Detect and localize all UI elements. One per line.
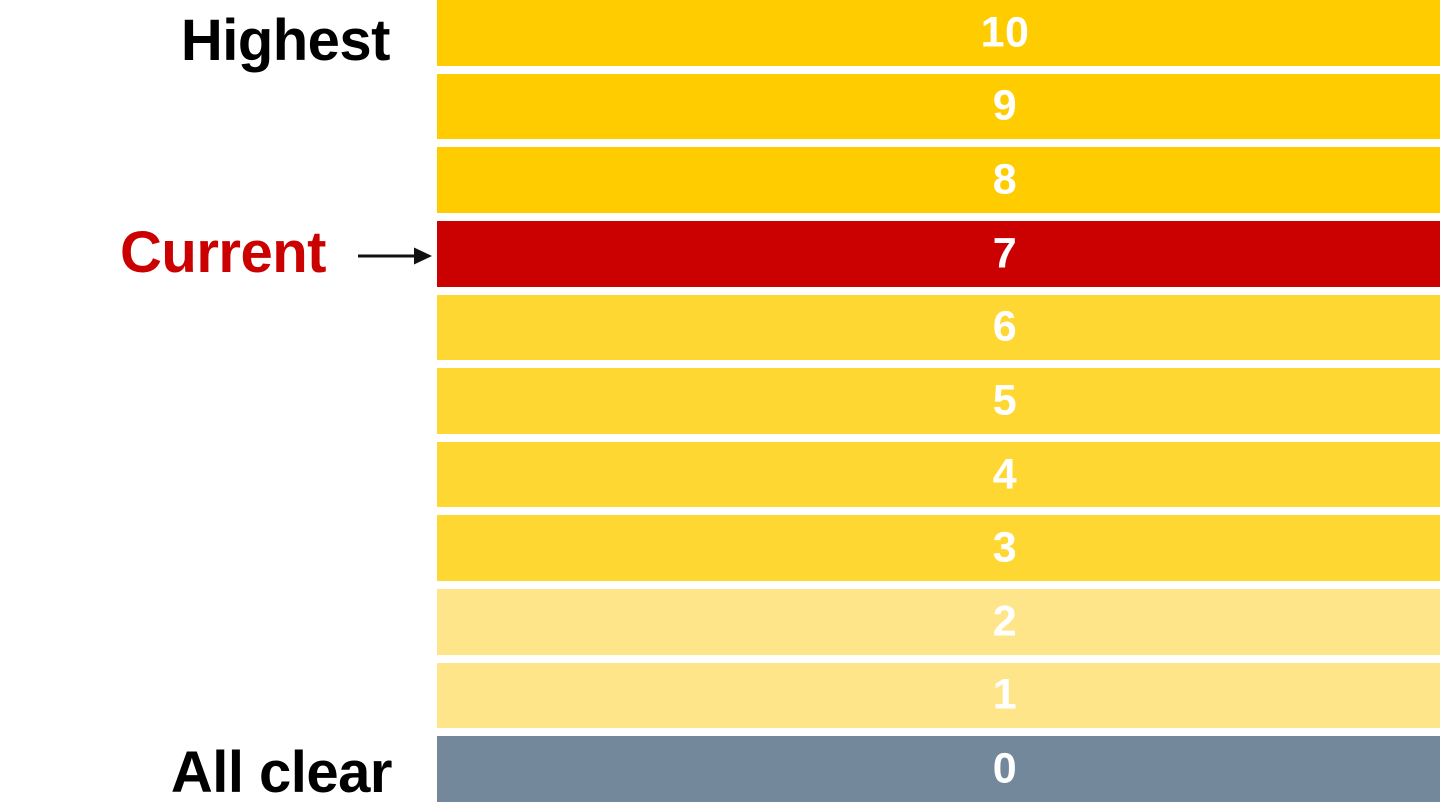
scale-bar-9: 9 bbox=[437, 73, 1440, 140]
scale-bar-number: 0 bbox=[992, 744, 1018, 793]
scale-bars: 10 9 8 7 6 5 4 3 2 1 0 bbox=[437, 0, 1440, 810]
scale-bar-1: 1 bbox=[437, 662, 1440, 729]
scale-bar-number: 9 bbox=[992, 81, 1018, 130]
scale-bar-6: 6 bbox=[437, 294, 1440, 361]
scale-bar-5: 5 bbox=[437, 368, 1440, 434]
scale-bar-3: 3 bbox=[437, 515, 1440, 581]
scale-bar-0: 0 bbox=[437, 736, 1440, 802]
scale-bar-4: 4 bbox=[437, 441, 1440, 508]
scale-bar-number: 10 bbox=[980, 8, 1030, 57]
scale-bar-8: 8 bbox=[437, 147, 1440, 213]
scale-bar-number: 7 bbox=[992, 229, 1018, 278]
label-all-clear: All clear bbox=[170, 740, 393, 805]
arrow-right-icon bbox=[358, 247, 432, 265]
scale-bar-7: 7 bbox=[437, 220, 1440, 287]
scale-bar-number: 1 bbox=[992, 670, 1018, 719]
label-current: Current bbox=[120, 220, 326, 285]
scale-bar-number: 2 bbox=[992, 597, 1018, 646]
label-highest: Highest bbox=[180, 8, 391, 73]
scale-bar-number: 8 bbox=[992, 155, 1018, 204]
scale-bar-number: 5 bbox=[992, 376, 1018, 425]
scale-bar-number: 3 bbox=[992, 523, 1018, 572]
scale-bar-10: 10 bbox=[437, 0, 1440, 66]
scale-bar-number: 6 bbox=[992, 302, 1018, 351]
scale-bar-2: 2 bbox=[437, 589, 1440, 655]
scale-bar-number: 4 bbox=[992, 450, 1018, 499]
